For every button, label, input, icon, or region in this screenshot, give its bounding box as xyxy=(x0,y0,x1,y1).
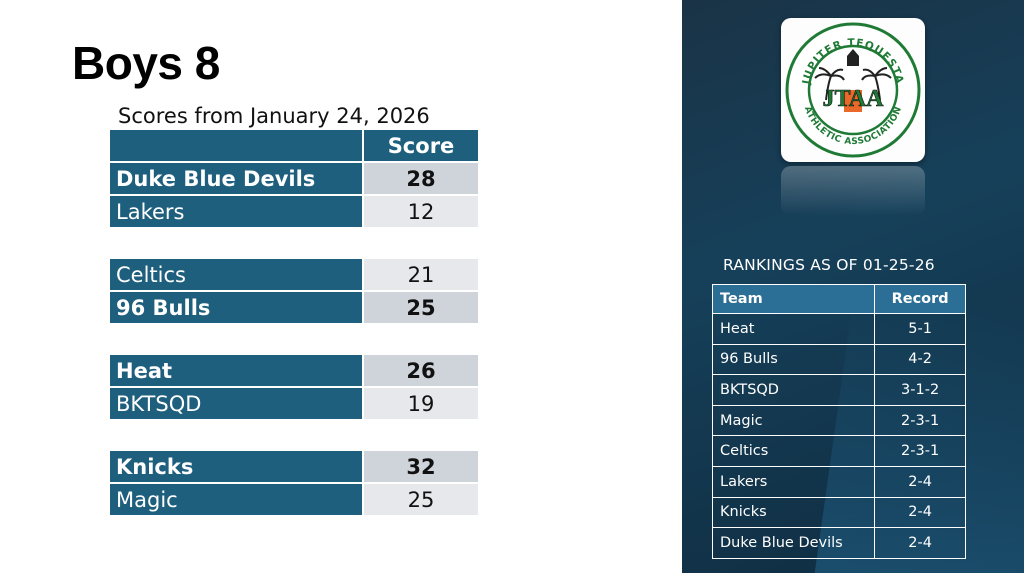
game-block: Knicks 32 Magic 25 xyxy=(110,451,478,515)
score-row: Magic 25 xyxy=(110,484,478,515)
game-block: Celtics 21 96 Bulls 25 xyxy=(110,259,478,323)
team-score: 26 xyxy=(364,355,478,386)
rankings-row: BKTSQD 3-1-2 xyxy=(711,374,966,406)
team-score: 21 xyxy=(364,259,478,290)
rankings-header-row: Team Record xyxy=(711,284,966,314)
team-name: 96 Bulls xyxy=(110,292,362,323)
jtaa-logo: JUPITER TEQUESTA ATHLETIC ASSOCIATION JT… xyxy=(781,18,925,162)
rankings-col-record: Record xyxy=(874,284,966,314)
rankings-row: Knicks 2-4 xyxy=(711,496,966,529)
team-name: Heat xyxy=(110,355,362,386)
rank-record: 4-2 xyxy=(874,343,966,376)
team-name: Knicks xyxy=(110,451,362,482)
rank-team: BKTSQD xyxy=(711,374,876,406)
logo-initials: JTAA xyxy=(823,86,885,112)
team-name: Celtics xyxy=(110,259,362,290)
team-name: Duke Blue Devils xyxy=(110,163,362,194)
game-block: Heat 26 BKTSQD 19 xyxy=(110,355,478,419)
score-row: BKTSQD 19 xyxy=(110,388,478,419)
team-score: 19 xyxy=(364,388,478,419)
rankings-row: 96 Bulls 4-2 xyxy=(711,343,966,376)
game-block: Duke Blue Devils 28 Lakers 12 xyxy=(110,163,478,227)
rankings-row: Magic 2-3-1 xyxy=(711,404,966,437)
rank-team: Heat xyxy=(711,313,876,345)
rankings-row: Duke Blue Devils 2-4 xyxy=(711,527,966,559)
rankings-title: RANKINGS AS OF 01-25-26 xyxy=(723,256,935,274)
team-score: 12 xyxy=(364,196,478,227)
score-row: Duke Blue Devils 28 xyxy=(110,163,478,194)
team-score: 28 xyxy=(364,163,478,194)
team-name: Magic xyxy=(110,484,362,515)
score-row: Heat 26 xyxy=(110,355,478,386)
rank-record: 2-4 xyxy=(874,527,966,559)
scores-section: Boys 8 Scores from January 24, 2026 Scor… xyxy=(72,37,478,517)
rankings-panel: JUPITER TEQUESTA ATHLETIC ASSOCIATION JT… xyxy=(682,0,1024,573)
rankings-row: Celtics 2-3-1 xyxy=(711,435,966,467)
team-score: 32 xyxy=(364,451,478,482)
scores-header-row: Score xyxy=(110,130,478,161)
rank-team: 96 Bulls xyxy=(711,343,876,376)
score-row: Celtics 21 xyxy=(110,259,478,290)
rank-record: 2-3-1 xyxy=(874,404,966,437)
logo-reflection xyxy=(781,166,925,216)
scores-header-team-cell xyxy=(110,130,362,161)
team-score: 25 xyxy=(364,292,478,323)
rankings-table: Team Record Heat 5-1 96 Bulls 4-2 BKTSQD 3-… xyxy=(711,284,966,559)
rank-team: Celtics xyxy=(711,435,876,467)
rank-record: 2-4 xyxy=(874,496,966,529)
scores-table: Score Duke Blue Devils 28 Lakers 12 Celt… xyxy=(110,130,478,517)
rankings-col-team: Team xyxy=(711,284,876,314)
score-row: Knicks 32 xyxy=(110,451,478,482)
page-subtitle: Scores from January 24, 2026 xyxy=(118,104,430,128)
score-row: Lakers 12 xyxy=(110,196,478,227)
team-name: Lakers xyxy=(110,196,362,227)
rank-team: Lakers xyxy=(711,465,876,498)
rank-record: 2-3-1 xyxy=(874,435,966,467)
rank-record: 5-1 xyxy=(874,313,966,345)
team-name: BKTSQD xyxy=(110,388,362,419)
team-score: 25 xyxy=(364,484,478,515)
rank-team: Duke Blue Devils xyxy=(711,527,876,559)
rank-team: Magic xyxy=(711,404,876,437)
score-row: 96 Bulls 25 xyxy=(110,292,478,323)
scores-header-score: Score xyxy=(364,130,478,161)
rank-record: 2-4 xyxy=(874,465,966,498)
rankings-row: Lakers 2-4 xyxy=(711,465,966,498)
jtaa-logo-graphic: JUPITER TEQUESTA ATHLETIC ASSOCIATION JT… xyxy=(785,22,921,158)
rankings-row: Heat 5-1 xyxy=(711,313,966,345)
page-title: Boys 8 xyxy=(72,37,220,89)
rank-team: Knicks xyxy=(711,496,876,529)
rank-record: 3-1-2 xyxy=(874,374,966,406)
